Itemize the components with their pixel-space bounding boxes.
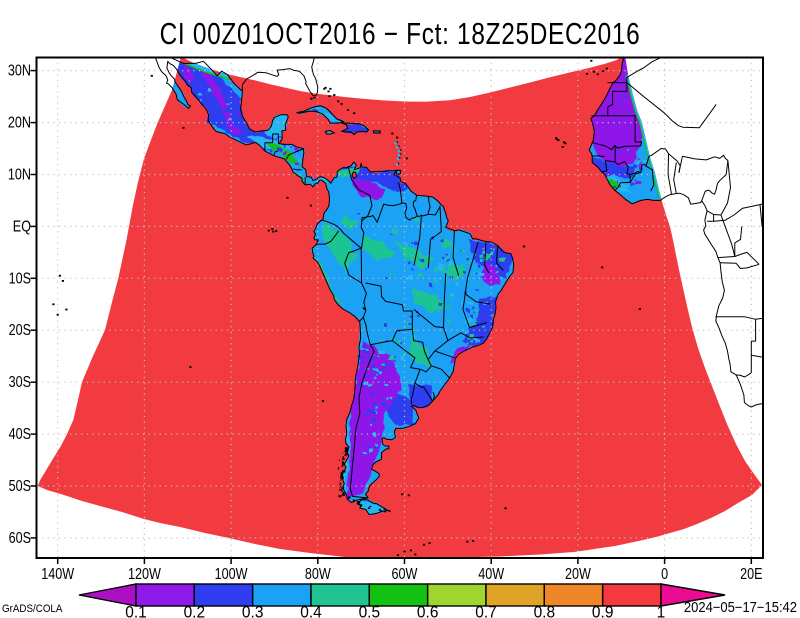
svg-text:0.1: 0.1 — [125, 604, 147, 618]
svg-text:80W: 80W — [305, 566, 331, 584]
svg-text:60S: 60S — [9, 530, 31, 548]
svg-text:40W: 40W — [478, 566, 504, 584]
svg-text:30S: 30S — [9, 374, 31, 392]
svg-text:CI 00Z01OCT2016 − Fct: 18Z25DE: CI 00Z01OCT2016 − Fct: 18Z25DEC2016 — [160, 16, 641, 50]
svg-text:0: 0 — [661, 566, 668, 584]
svg-text:20W: 20W — [565, 566, 591, 584]
svg-text:30N: 30N — [8, 62, 31, 80]
svg-text:0.3: 0.3 — [242, 604, 264, 618]
svg-text:140W: 140W — [41, 566, 74, 584]
svg-text:10S: 10S — [9, 270, 31, 288]
svg-text:0.8: 0.8 — [534, 604, 556, 618]
svg-text:40S: 40S — [9, 426, 31, 444]
svg-text:0.2: 0.2 — [184, 604, 206, 618]
svg-text:0.9: 0.9 — [592, 604, 614, 618]
svg-text:100W: 100W — [215, 566, 248, 584]
svg-text:EQ: EQ — [13, 218, 31, 236]
svg-text:0.6: 0.6 — [417, 604, 439, 618]
svg-text:20E: 20E — [740, 566, 762, 584]
svg-text:20S: 20S — [9, 322, 31, 340]
svg-text:GrADS/COLA: GrADS/COLA — [2, 604, 63, 616]
svg-text:0.4: 0.4 — [300, 604, 322, 618]
svg-text:2024−05−17−15:42: 2024−05−17−15:42 — [684, 599, 797, 615]
svg-text:20N: 20N — [8, 114, 31, 132]
svg-text:1: 1 — [657, 604, 666, 618]
svg-text:10N: 10N — [8, 166, 31, 184]
svg-text:0.5: 0.5 — [359, 604, 381, 618]
svg-text:50S: 50S — [9, 478, 31, 496]
svg-text:60W: 60W — [392, 566, 418, 584]
svg-text:120W: 120W — [128, 566, 161, 584]
svg-text:0.7: 0.7 — [475, 604, 497, 618]
